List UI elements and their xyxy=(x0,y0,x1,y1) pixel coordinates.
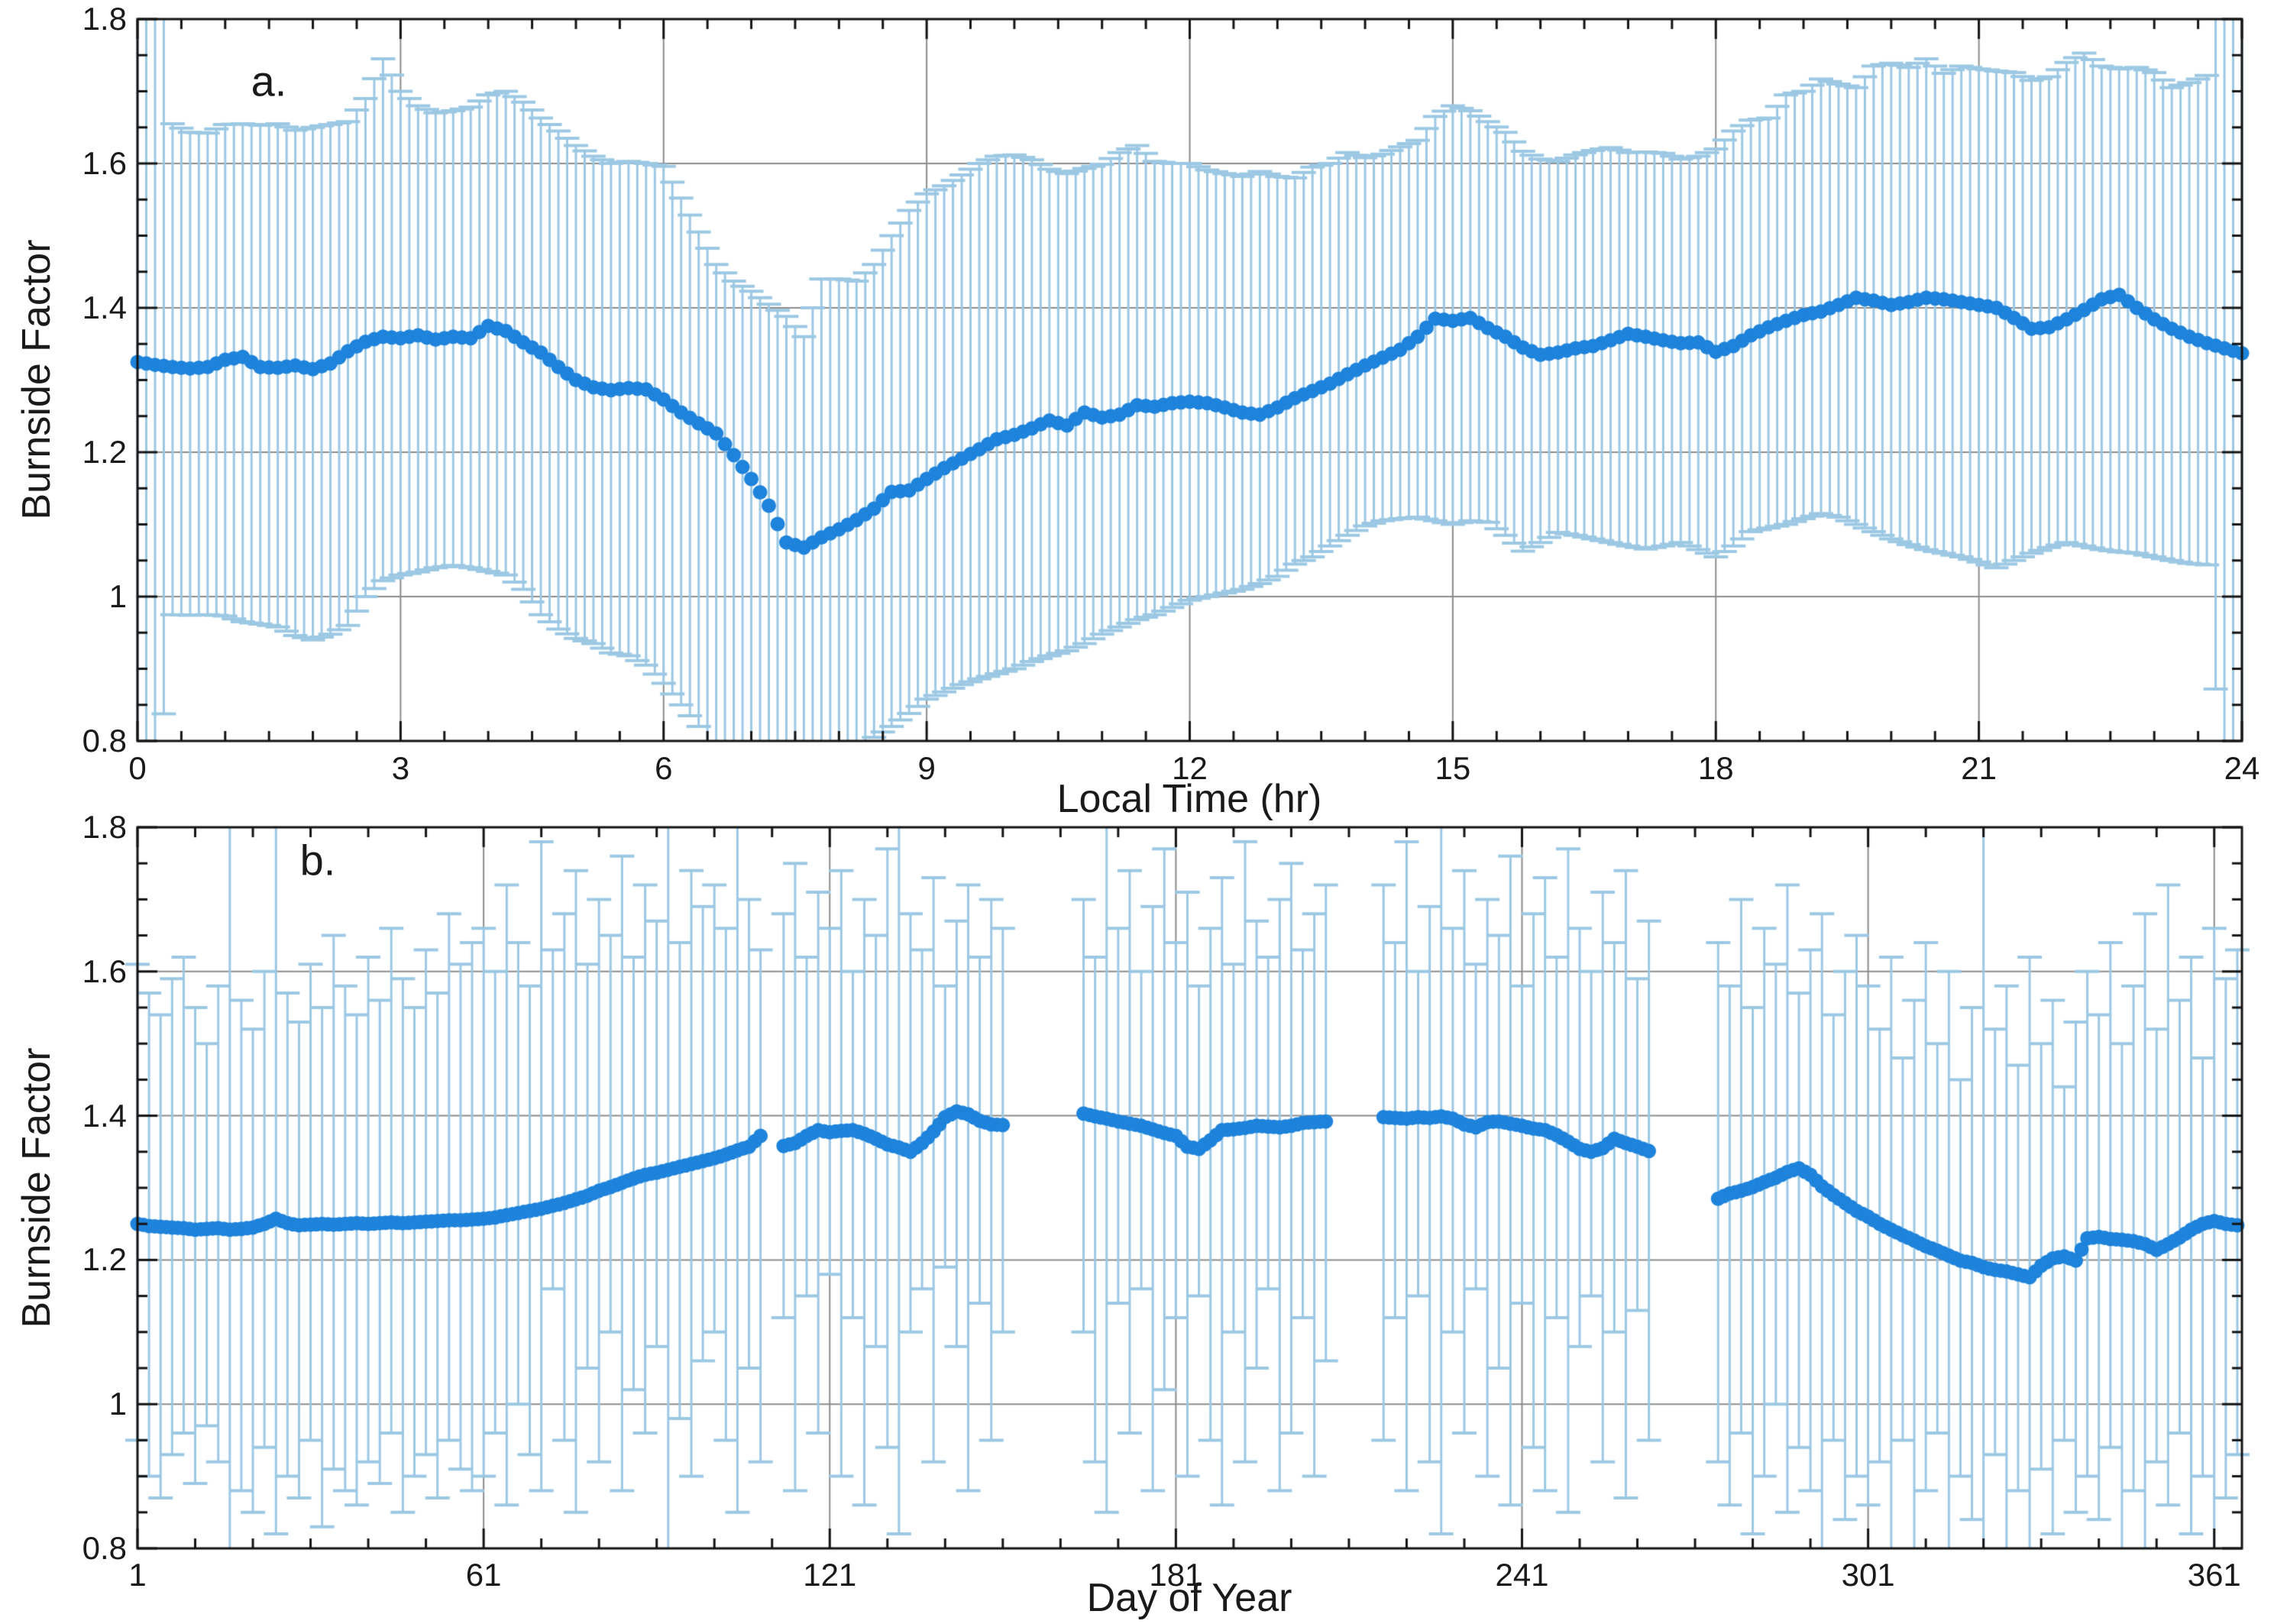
panel-b-letter: b. xyxy=(299,836,336,885)
panel-a-x-tick-label: 6 xyxy=(655,750,673,786)
panel-a-y-tick-label: 1.6 xyxy=(82,145,127,181)
y-axis-label-panel-a: Burnside Factor xyxy=(15,239,59,520)
panel-b-x-tick-label: 241 xyxy=(1495,1557,1549,1593)
panel-a-x-tick-label: 0 xyxy=(128,750,147,786)
panel-b-x-tick-label: 181 xyxy=(1149,1557,1203,1593)
panel-a-x-tick-label: 18 xyxy=(1697,750,1734,786)
panel-b-y-tick-label: 1.8 xyxy=(82,809,127,845)
x-axis-label-panel-b: Day of Year xyxy=(1086,1576,1292,1620)
panel-b-x-tick-label: 301 xyxy=(1841,1557,1895,1593)
panel-a-x-tick-label: 12 xyxy=(1172,750,1208,786)
panel-a-x-tick-label: 9 xyxy=(917,750,936,786)
panel-a-y-tick-label: 1 xyxy=(108,578,127,614)
panel-a-y-tick-label: 1.4 xyxy=(82,290,127,325)
panel-b-y-tick-label: 1.2 xyxy=(82,1241,127,1278)
panel-b-x-tick-label: 61 xyxy=(465,1557,502,1593)
panel-a-x-tick-label: 24 xyxy=(2224,750,2260,786)
panel-a-x-tick-label: 21 xyxy=(1961,750,1997,786)
panel-b-y-tick-label: 1 xyxy=(108,1386,127,1422)
panel-a-y-tick-label: 1.8 xyxy=(82,1,127,37)
panel-a-letter: a. xyxy=(251,57,287,105)
panel-b-y-tick-label: 0.8 xyxy=(82,1530,127,1566)
x-axis-label-panel-a: Local Time (hr) xyxy=(1056,777,1322,821)
panel-b-y-tick-label: 1.4 xyxy=(82,1097,127,1134)
y-axis-label-panel-b: Burnside Factor xyxy=(15,1047,59,1328)
panel-b-x-tick-label: 121 xyxy=(803,1557,857,1593)
panel-b-x-tick-label: 361 xyxy=(2187,1557,2241,1593)
panel-b-y-tick-label: 1.6 xyxy=(82,953,127,989)
panel-a-x-tick-label: 3 xyxy=(391,750,410,786)
panel-b-x-tick-label: 1 xyxy=(128,1557,147,1593)
panel-a-y-tick-label: 0.8 xyxy=(82,723,127,759)
panel-a-x-tick-label: 15 xyxy=(1435,750,1471,786)
panel-a-y-tick-label: 1.2 xyxy=(82,434,127,470)
